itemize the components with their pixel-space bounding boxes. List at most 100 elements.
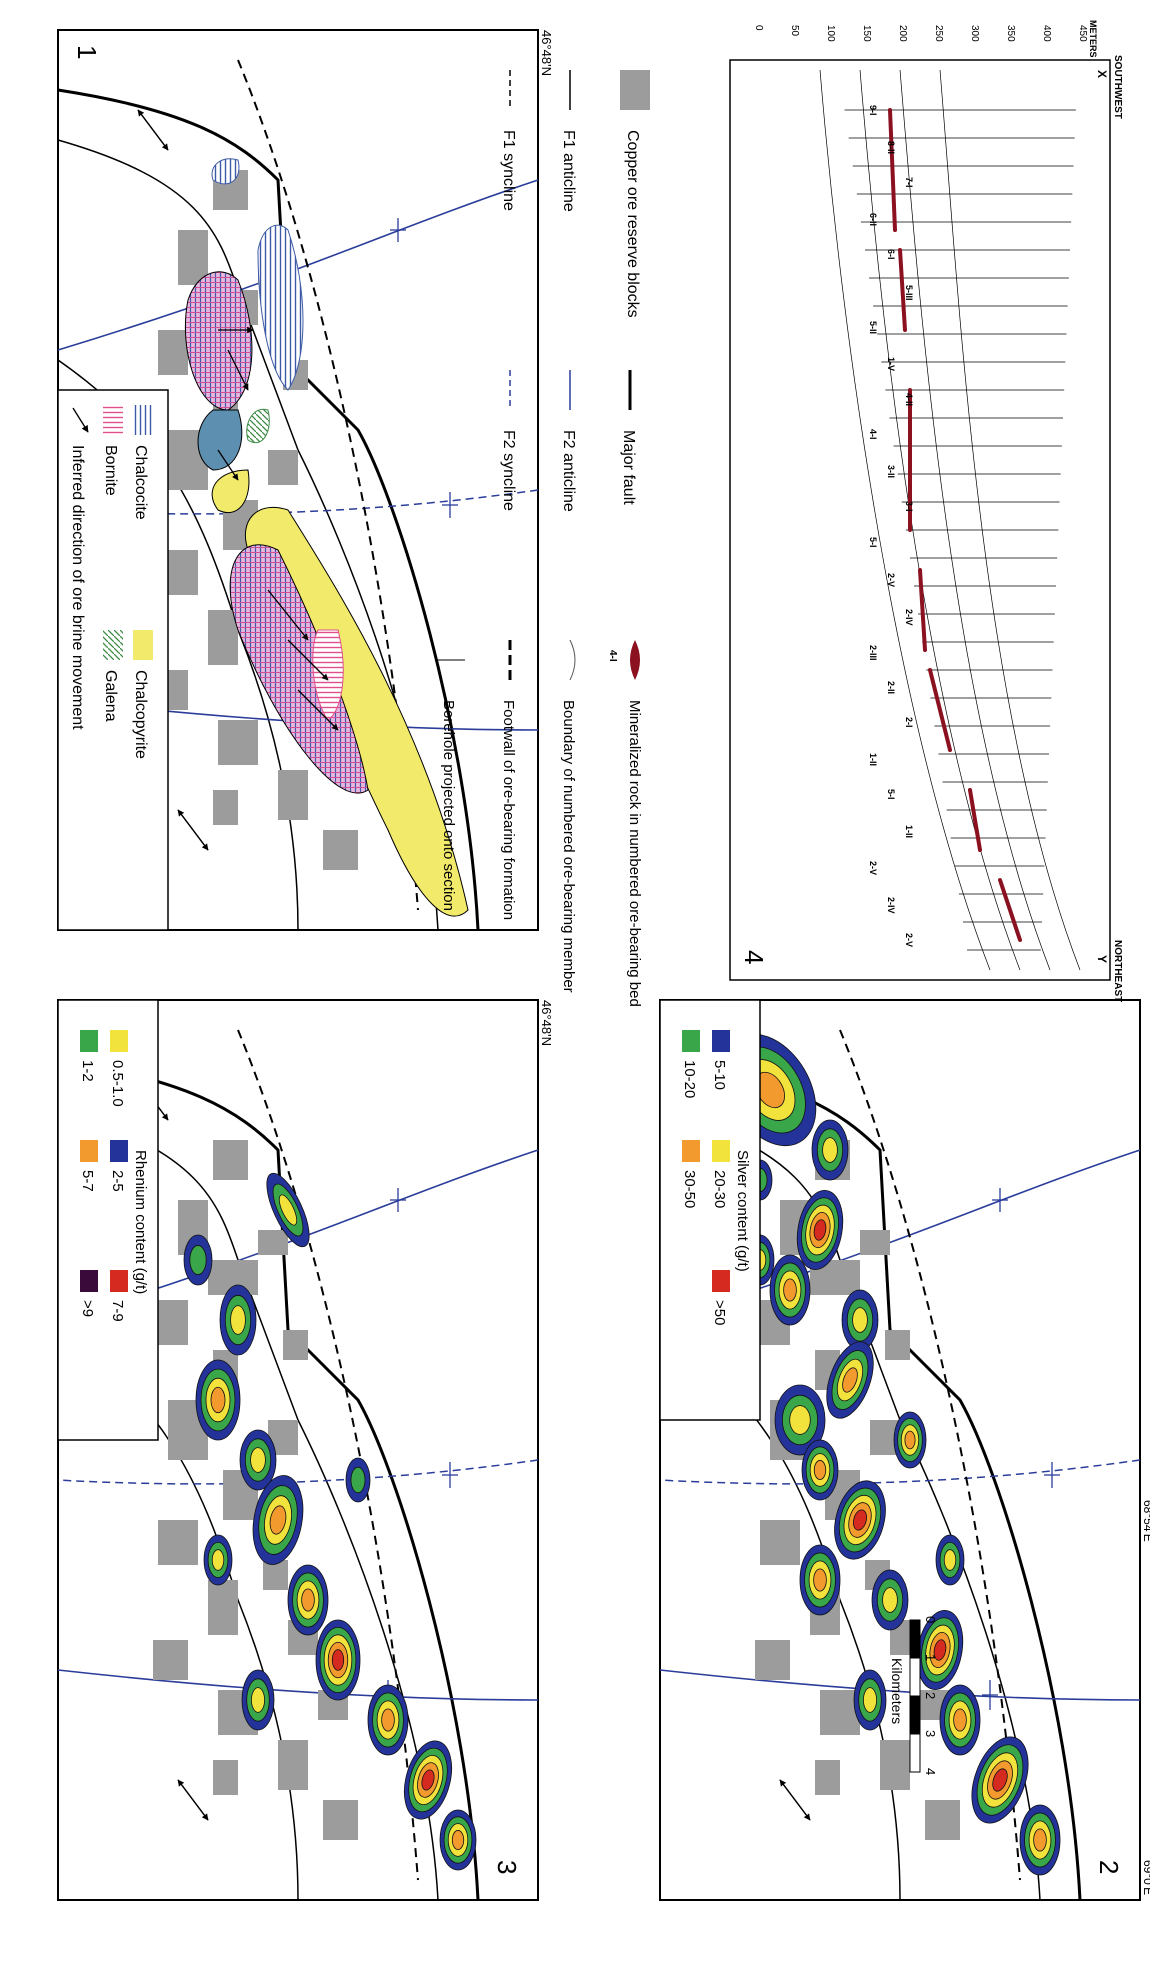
mineralized-beds <box>888 108 1022 942</box>
chalcopyrite-swatch <box>133 630 153 660</box>
grade-contour <box>811 1119 849 1181</box>
chalcopyrite-label: Chalcopyrite <box>132 670 149 759</box>
bed-label: 2-I <box>904 717 914 728</box>
northeast-label: NORTHEAST <box>1112 940 1123 1002</box>
scale-bar-segment <box>909 1619 921 1659</box>
galena-swatch <box>103 630 123 660</box>
member-boundary <box>819 69 991 971</box>
northeast-letter: Y <box>1095 955 1109 963</box>
bed-label: 7-I <box>904 177 914 188</box>
galena-zone <box>246 408 270 443</box>
bed-label: 9-I <box>868 105 878 116</box>
grade-contour <box>183 1234 213 1286</box>
grade-contour <box>871 1569 909 1631</box>
grade-contour <box>834 1480 886 1560</box>
longitude-label: 69°0'E <box>1141 1860 1150 1895</box>
borehole-label: Borehole projected onto section <box>440 700 457 911</box>
southwest-label: SOUTHWEST <box>1112 55 1123 119</box>
scale-tick: 1 <box>923 1654 938 1661</box>
reserve-block-label: Copper ore reserve blocks <box>624 130 641 318</box>
f1-syncline-label: F1 syncline <box>500 130 517 211</box>
grade-contour <box>801 1439 839 1501</box>
rhenium-class-label: 5-7 <box>79 1170 96 1192</box>
grade-contour <box>403 1740 453 1820</box>
member-boundary <box>899 69 1051 971</box>
panel-1-ore-zones <box>184 158 469 917</box>
mineralized-bed <box>928 668 952 752</box>
chalcocite-swatch <box>133 405 153 435</box>
grade-contour <box>916 1610 964 1690</box>
mineralized-label: Mineralized rock in numbered ore-bearing… <box>626 700 643 1007</box>
grade-contour <box>439 1809 477 1871</box>
rhenium-class-swatch <box>80 1140 98 1162</box>
bed-label: 1-II <box>904 825 914 838</box>
scale-tick: 2 <box>923 1692 938 1699</box>
member-boundary <box>939 69 1081 971</box>
bed-label: 6-II <box>868 213 878 226</box>
scale-unit: Kilometers <box>889 1658 905 1724</box>
rhenium-class-swatch <box>80 1030 98 1052</box>
bed-label: 2-IV <box>904 609 914 626</box>
bed-label: 5-II <box>868 321 878 334</box>
f1-anticline-label: F1 anticline <box>560 130 577 212</box>
longitude-label: 68°54'E <box>1141 1500 1150 1542</box>
scale-bar-segment <box>909 1733 921 1773</box>
grade-contour <box>219 1284 257 1356</box>
grade-contour <box>345 1457 371 1503</box>
axis-tick: 50 <box>789 25 800 37</box>
grade-contour <box>971 1736 1029 1824</box>
rhenium-class-swatch <box>110 1140 128 1162</box>
axis-tick: 0 <box>753 25 764 31</box>
bed-labels: 9-I 8-II 7-I 6-II 6-I 5-III 5-II 1-V 4-II 4-I 3-II… <box>868 105 914 947</box>
brine-arrow-sample <box>72 407 89 433</box>
panel-2-map: 2NSilver content (g/t)5-1010-2020-3030-5… <box>660 1000 1140 1900</box>
grade-contour <box>287 1564 329 1636</box>
bed-label: 3-II <box>886 465 896 478</box>
panel-1-map: 1 Chalcocite Bornite Chalcopyrite Galena Infe… <box>58 30 538 930</box>
bed-label: 2-III <box>868 645 878 661</box>
panel-2-legend-title: Silver content (g/t) <box>734 1150 751 1272</box>
grade-contour <box>252 1475 304 1565</box>
brine-arrow <box>297 689 339 731</box>
grade-contour <box>935 1534 965 1586</box>
panel-3-number: 3 <box>492 1860 522 1874</box>
galena-label: Galena <box>102 670 119 722</box>
grade-contour <box>799 1544 841 1616</box>
grade-contour <box>203 1534 233 1586</box>
axis-tick: 400 <box>1041 25 1052 42</box>
bornite-swatch <box>103 405 123 435</box>
brine-arrow <box>267 589 309 641</box>
axis-tick: 200 <box>897 25 908 42</box>
scale-bar-segment <box>909 1657 921 1697</box>
silver-class-swatch <box>682 1030 700 1052</box>
panel-3-legend: Rhenium content (g/t) 0.5-1.0 1-2 2-5 5-7 7-9… <box>57 999 159 1441</box>
bed-label: 2-II <box>886 681 896 694</box>
grade-contour <box>1019 1804 1061 1876</box>
rhenium-contours <box>183 1172 477 1871</box>
mineralized-sample-label: 4-I <box>607 650 618 662</box>
mineralized-symbol <box>630 640 640 680</box>
footwall-label: Footwall of ore-bearing formation <box>500 700 517 920</box>
rhenium-class-label: 0.5-1.0 <box>109 1060 126 1107</box>
silver-contours <box>723 1033 1061 1876</box>
grade-contour <box>195 1359 241 1441</box>
f2-syncline-label: F2 syncline <box>500 430 517 511</box>
panel-3-map: 3 Rhenium content (g/t) 0.5-1.0 1-2 2-5 5-7 7-… <box>58 1000 538 1900</box>
axis-tick: 250 <box>933 25 944 42</box>
axis-unit: METERS <box>1088 20 1098 58</box>
panel-1-legend: Chalcocite Bornite Chalcopyrite Galena Infer… <box>57 389 169 931</box>
silver-class-label: 5-10 <box>711 1060 728 1090</box>
mineralized-bed <box>888 108 897 232</box>
member-boundary-symbol <box>569 639 576 681</box>
brine-arrow <box>217 449 239 481</box>
panel-4-frame <box>729 59 1111 981</box>
silver-class-label: 10-20 <box>681 1060 698 1098</box>
axis-tick: 450 <box>1077 25 1088 42</box>
bed-label: 3-I <box>904 501 914 512</box>
grade-contour <box>841 1289 879 1351</box>
latitude-label: 46°48'N <box>539 30 554 76</box>
grade-contour <box>266 1172 310 1248</box>
axis-tick: 300 <box>969 25 980 42</box>
panel-2-number: 2 <box>1094 1860 1124 1874</box>
